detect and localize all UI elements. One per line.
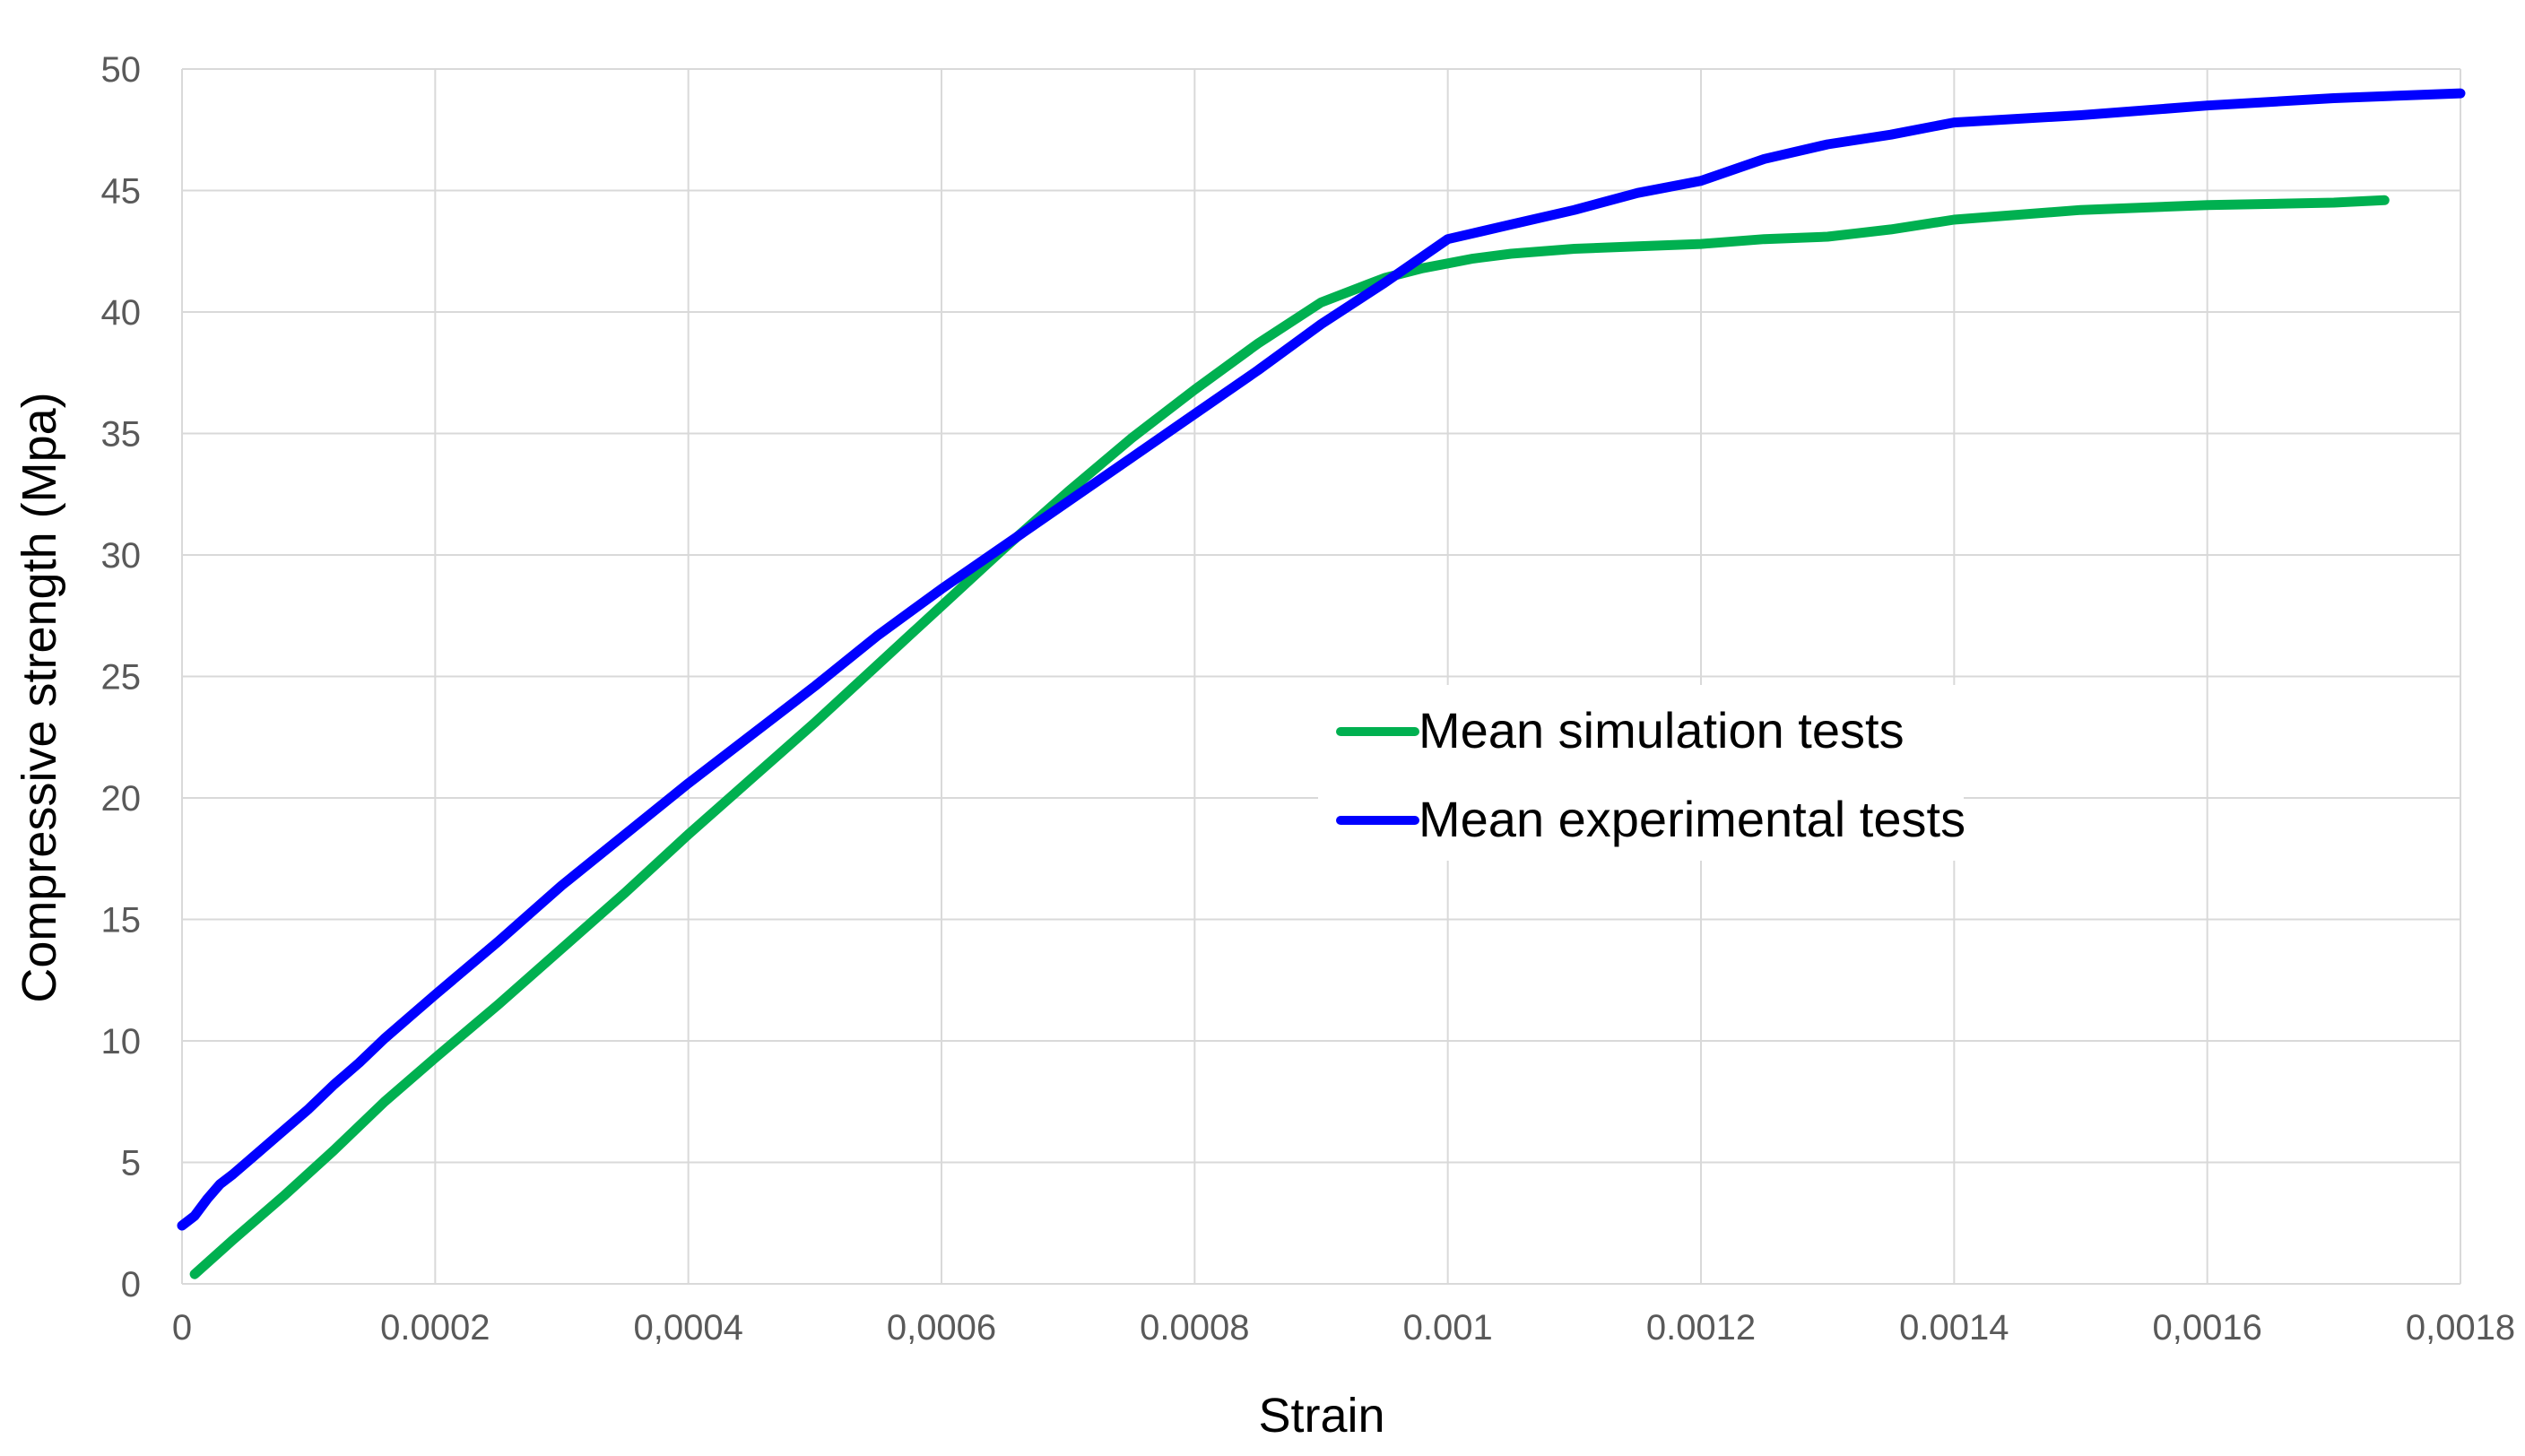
x-tick-label: 0.0014 — [1899, 1308, 2009, 1348]
x-tick-label: 0 — [172, 1308, 192, 1348]
legend-box — [1318, 685, 1964, 861]
y-tick-label: 10 — [101, 1022, 142, 1062]
legend-label-simulation: Mean simulation tests — [1419, 702, 1905, 758]
x-axis-title: Strain — [1258, 1389, 1384, 1443]
x-axis-ticks: 0 0.0002 0,0004 0,0006 0.0008 0.001 0.0012 0.00… — [172, 1308, 2515, 1348]
x-tick-label: 0,0006 — [887, 1308, 996, 1348]
y-tick-label: 50 — [101, 50, 142, 90]
x-tick-label: 0.0012 — [1646, 1308, 1756, 1348]
y-tick-label: 30 — [101, 536, 142, 576]
y-tick-label: 35 — [101, 415, 142, 455]
y-tick-label: 45 — [101, 172, 142, 212]
series-line-experimental — [177, 88, 2466, 1231]
series-lines — [177, 88, 2466, 1279]
x-tick-label: 0,0004 — [633, 1308, 742, 1348]
legend: Mean simulation tests Mean experimental … — [1318, 685, 1965, 861]
y-axis-title: Compressive strength (Mpa) — [13, 392, 66, 1002]
y-tick-label: 25 — [101, 658, 142, 698]
y-axis-ticks: 0 5 10 15 20 25 30 35 40 45 50 — [101, 50, 142, 1304]
x-tick-label: 0.001 — [1403, 1308, 1493, 1348]
y-tick-label: 40 — [101, 293, 142, 333]
series-line-simulation — [189, 195, 2390, 1279]
x-tick-label: 0.0002 — [380, 1308, 490, 1348]
y-tick-label: 0 — [121, 1265, 141, 1304]
y-tick-label: 5 — [121, 1144, 141, 1183]
y-tick-label: 20 — [101, 779, 142, 819]
x-tick-label: 0,0018 — [2406, 1308, 2515, 1348]
legend-label-experimental: Mean experimental tests — [1419, 791, 1965, 847]
y-tick-label: 15 — [101, 901, 142, 940]
x-tick-label: 0,0016 — [2152, 1308, 2261, 1348]
x-tick-label: 0.0008 — [1140, 1308, 1249, 1348]
